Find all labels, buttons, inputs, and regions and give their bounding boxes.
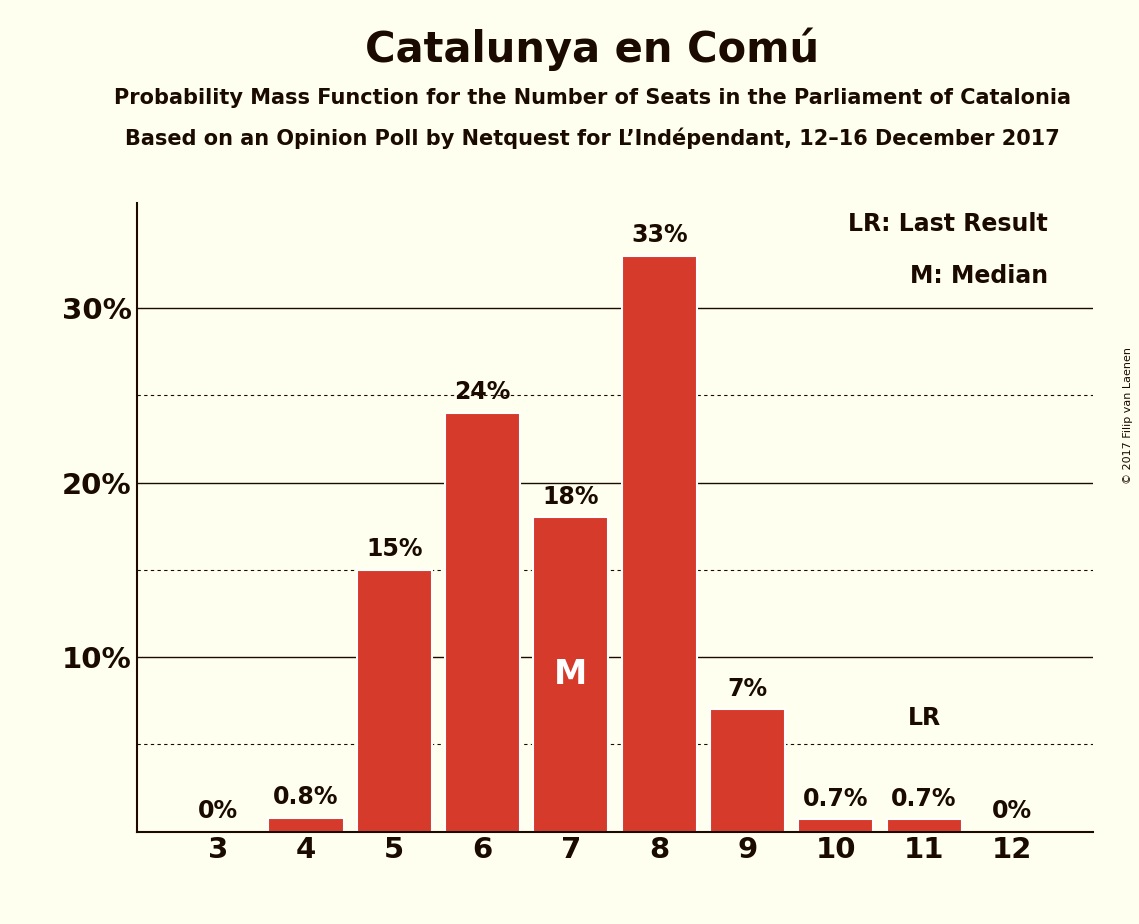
Text: Based on an Opinion Poll by Netquest for L’Indépendant, 12–16 December 2017: Based on an Opinion Poll by Netquest for…	[125, 128, 1059, 149]
Text: © 2017 Filip van Laenen: © 2017 Filip van Laenen	[1123, 347, 1133, 484]
Bar	[357, 570, 432, 832]
Bar	[622, 256, 697, 832]
Text: 0.7%: 0.7%	[803, 786, 869, 810]
Bar	[886, 820, 961, 832]
Bar	[798, 820, 874, 832]
Text: Probability Mass Function for the Number of Seats in the Parliament of Catalonia: Probability Mass Function for the Number…	[114, 88, 1071, 108]
Text: 0%: 0%	[992, 799, 1032, 823]
Bar	[533, 517, 608, 832]
Text: 0.7%: 0.7%	[892, 786, 957, 810]
Text: LR: Last Result: LR: Last Result	[849, 212, 1048, 236]
Text: 33%: 33%	[631, 223, 688, 247]
Bar	[710, 710, 785, 832]
Text: LR: LR	[908, 706, 941, 730]
Text: Catalunya en Comú: Catalunya en Comú	[366, 28, 819, 71]
Text: M: Median: M: Median	[910, 264, 1048, 288]
Text: 0%: 0%	[198, 799, 238, 823]
Text: 24%: 24%	[454, 380, 510, 404]
Bar	[445, 413, 521, 832]
Text: 18%: 18%	[542, 485, 599, 509]
Text: 0.8%: 0.8%	[273, 784, 338, 808]
Text: M: M	[555, 658, 588, 691]
Text: 15%: 15%	[366, 537, 423, 561]
Bar	[269, 818, 344, 832]
Text: 7%: 7%	[728, 676, 768, 700]
